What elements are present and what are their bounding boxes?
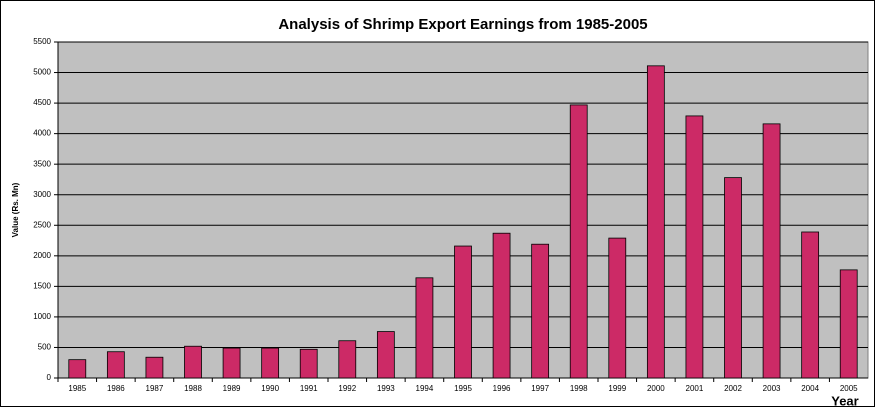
y-tick-label: 3500	[33, 159, 51, 168]
x-tick-label: 1995	[454, 384, 472, 393]
x-tick-label: 1998	[570, 384, 588, 393]
x-tick-label: 1994	[416, 384, 434, 393]
bar	[608, 237, 627, 379]
y-tick-label: 4500	[33, 98, 51, 107]
x-tick-label: 1991	[300, 384, 318, 393]
bar	[338, 340, 357, 379]
x-tick-label: 2004	[801, 384, 819, 393]
x-tick-label: 1990	[261, 384, 279, 393]
y-tick-label: 1000	[33, 312, 51, 321]
y-tick-label: 4000	[33, 129, 51, 138]
bar	[569, 104, 588, 379]
bar	[801, 231, 820, 379]
x-tick-label: 1997	[531, 384, 549, 393]
bar	[685, 115, 704, 379]
x-tick-label: 1986	[107, 384, 125, 393]
bar	[839, 269, 858, 379]
x-tick-label: 1999	[608, 384, 626, 393]
x-tick-label: 1992	[338, 384, 356, 393]
bar	[184, 345, 202, 379]
bar	[762, 123, 781, 379]
x-tick-label: 1993	[377, 384, 395, 393]
y-tick-label: 1500	[33, 281, 51, 290]
bar	[724, 177, 742, 379]
x-tick-label: 2001	[686, 384, 704, 393]
y-tick-label: 5500	[33, 37, 51, 46]
y-tick-label: 3000	[33, 190, 51, 199]
bar	[145, 356, 164, 379]
x-tick-label: 2003	[763, 384, 781, 393]
bar	[415, 277, 434, 379]
y-tick-label: 2000	[33, 251, 51, 260]
bar	[376, 331, 395, 379]
x-tick-label: 2005	[840, 384, 858, 393]
y-tick-label: 500	[38, 343, 52, 352]
y-tick-label: 0	[47, 373, 52, 382]
x-tick-label: 2000	[647, 384, 665, 393]
chart-title: Analysis of Shrimp Export Earnings from …	[278, 16, 647, 33]
x-tick-label: 1985	[68, 384, 86, 393]
bar	[299, 348, 318, 379]
x-tick-label: 1989	[223, 384, 241, 393]
x-axis-label: Year	[831, 393, 858, 407]
bar	[492, 232, 511, 379]
x-tick-label: 1988	[184, 384, 202, 393]
y-axis-label: Value (Rs. Mn)	[11, 182, 20, 237]
bar	[68, 359, 87, 379]
x-tick-label: 2002	[724, 384, 742, 393]
x-tick-label: 1996	[493, 384, 511, 393]
bar	[222, 347, 241, 379]
y-tick-label: 5000	[33, 68, 51, 77]
y-tick-label: 2500	[33, 220, 51, 229]
bar	[261, 347, 280, 379]
bar	[106, 351, 125, 379]
bar	[646, 65, 665, 379]
x-tick-label: 1987	[146, 384, 164, 393]
bar	[531, 243, 550, 379]
bar	[454, 245, 472, 379]
